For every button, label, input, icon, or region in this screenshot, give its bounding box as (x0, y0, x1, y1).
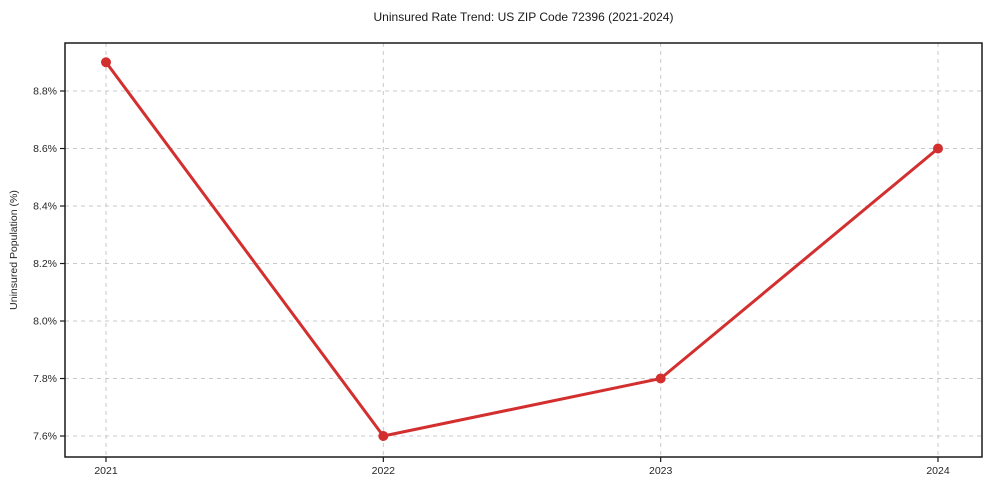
y-tick-label: 8.8% (33, 86, 57, 98)
x-tick-label: 2021 (94, 465, 118, 477)
y-tick-label: 8.2% (33, 258, 57, 270)
y-tick-label: 8.4% (33, 201, 57, 213)
data-point-2022 (378, 431, 389, 442)
data-point-2024 (933, 143, 943, 154)
data-point-2021 (101, 57, 111, 68)
data-point-2023 (655, 373, 666, 384)
x-tick-label: 2024 (926, 465, 950, 477)
data-line (104, 60, 940, 438)
chart-title: Uninsured Rate Trend: US ZIP Code 72396 … (373, 10, 674, 24)
y-tick-label: 8.0% (33, 316, 57, 328)
y-tick-label: 8.6% (33, 143, 57, 155)
x-tick-label: 2022 (372, 465, 396, 477)
y-tick-label: 7.6% (33, 431, 57, 443)
y-tick-label: 7.8% (33, 373, 57, 385)
axes-spine (64, 42, 983, 458)
x-tick-label: 2023 (649, 465, 673, 477)
